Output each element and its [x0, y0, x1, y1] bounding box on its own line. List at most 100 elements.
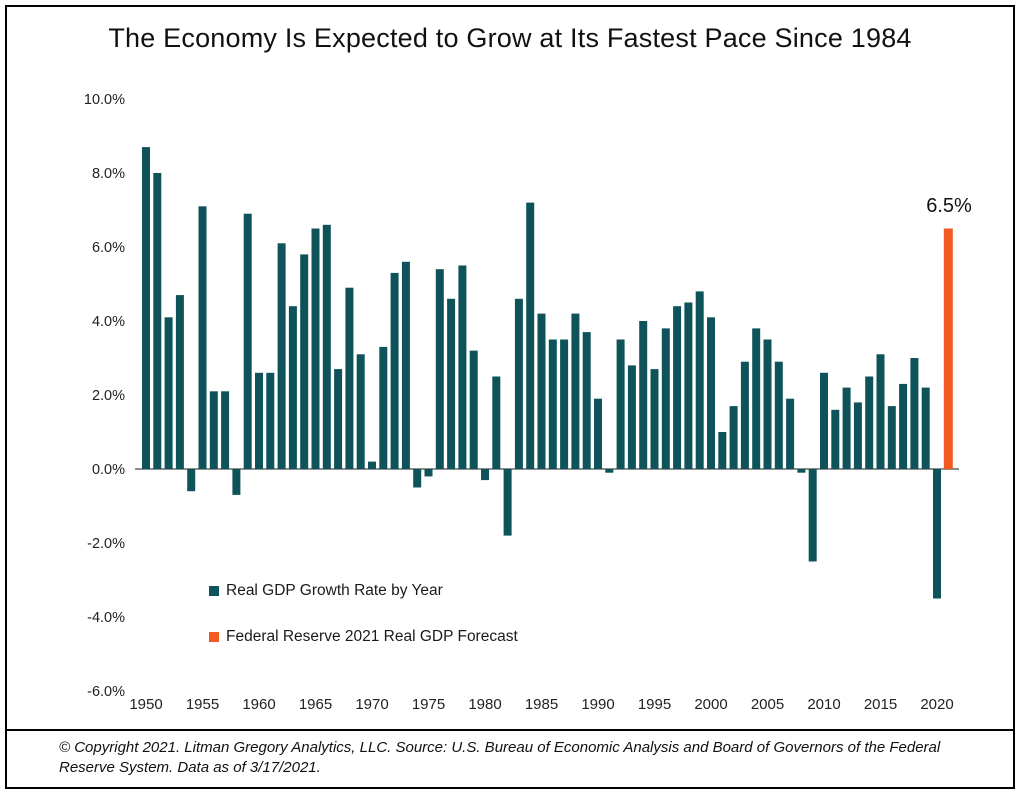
bar-1990 [594, 398, 602, 469]
bar-1999 [695, 291, 704, 469]
legend-swatch-gdp-growth [209, 586, 219, 596]
bar-2013 [853, 402, 862, 469]
bar-2021-forecast [943, 228, 953, 469]
bar-1969 [356, 354, 365, 469]
bar-2020 [933, 469, 941, 599]
bar-1973 [401, 261, 410, 469]
bar-2007 [786, 398, 795, 469]
x-tick-label: 2020 [920, 696, 953, 713]
x-tick-label: 1975 [412, 696, 445, 713]
bar-1958 [232, 469, 241, 495]
bar-1978 [458, 265, 467, 469]
bar-1972 [390, 272, 399, 469]
bar-1992 [616, 339, 625, 469]
bar-2017 [899, 383, 908, 469]
bar-2004 [752, 328, 761, 469]
bar-1954 [187, 469, 196, 492]
x-tick-label: 2010 [807, 696, 840, 713]
x-tick-label: 2015 [864, 696, 897, 713]
copyright-footer: © Copyright 2021. Litman Gregory Analyti… [59, 739, 941, 777]
bar-2008 [797, 469, 806, 473]
forecast-value-annotation: 6.5% [926, 195, 972, 217]
y-tick-label: 2.0% [92, 388, 125, 404]
bar-1963 [288, 306, 297, 469]
bar-2019 [921, 387, 930, 469]
bar-1952 [164, 317, 173, 469]
legend-item-gdp-growth: Real GDP Growth Rate by Year [209, 581, 518, 601]
bar-2014 [865, 376, 874, 469]
bar-1953 [175, 295, 184, 469]
bar-1968 [345, 287, 354, 469]
y-tick-label: 10.0% [84, 92, 125, 108]
gdp-bar-chart: 10.0% 8.0% 6.0% 4.0% 2.0% 0.0% -2.0% -4.0% -6.0%… [84, 92, 959, 713]
x-tick-label: 1960 [242, 696, 275, 713]
x-tick-label: 1950 [129, 696, 162, 713]
bar-1974 [413, 469, 422, 488]
y-tick-label: -4.0% [87, 610, 125, 626]
bar-1955 [198, 206, 207, 470]
footer-divider [7, 729, 1013, 731]
x-tick-label: 1980 [468, 696, 501, 713]
bar-1951 [153, 173, 162, 469]
bar-2006 [774, 361, 783, 469]
bar-1988 [571, 313, 580, 469]
bar-2002 [729, 406, 738, 469]
bar-1976 [435, 269, 444, 469]
bar-2003 [740, 361, 749, 469]
bar-1967 [334, 369, 343, 469]
bar-1957 [221, 391, 230, 469]
y-tick-label: 6.0% [92, 240, 125, 256]
bar-1996 [661, 328, 670, 469]
bar-1982 [503, 469, 512, 536]
bar-1986 [548, 339, 557, 469]
bar-1994 [639, 321, 648, 469]
bar-1984 [526, 202, 535, 469]
bar-2005 [763, 339, 772, 469]
y-tick-label: 4.0% [92, 314, 125, 330]
bar-1991 [605, 469, 614, 473]
bar-1977 [447, 298, 456, 469]
bar-1985 [537, 313, 546, 469]
x-tick-label: 2000 [694, 696, 727, 713]
bar-1970 [368, 461, 376, 469]
bar-1993 [627, 365, 636, 469]
bar-1960 [255, 372, 263, 469]
y-tick-label: -6.0% [87, 684, 125, 700]
bar-1981 [492, 376, 501, 469]
bar-1980 [481, 469, 489, 481]
bar-1964 [300, 254, 309, 469]
bar-1966 [322, 224, 331, 469]
bar-1979 [469, 350, 478, 469]
bar-1995 [650, 369, 659, 469]
bar-2009 [808, 469, 817, 562]
bar-2010 [820, 372, 828, 469]
bar-2001 [718, 432, 727, 469]
x-tick-label: 1955 [186, 696, 219, 713]
chart-legend: Real GDP Growth Rate by Year Federal Res… [209, 581, 518, 673]
bar-1998 [684, 302, 693, 469]
chart-title: The Economy Is Expected to Grow at Its F… [108, 23, 912, 53]
x-tick-label: 1990 [581, 696, 614, 713]
bar-1965 [311, 228, 320, 469]
x-tick-label: 2005 [751, 696, 784, 713]
bar-2011 [831, 409, 840, 469]
bar-1956 [209, 391, 218, 469]
bar-2000 [707, 317, 715, 469]
legend-item-fed-forecast: Federal Reserve 2021 Real GDP Forecast [209, 627, 518, 647]
bar-2018 [910, 358, 919, 469]
bar-2012 [842, 387, 851, 469]
bar-1989 [582, 332, 591, 469]
bar-1997 [673, 306, 682, 469]
x-tick-label: 1965 [299, 696, 332, 713]
bar-1959 [243, 213, 252, 469]
bar-2016 [887, 406, 896, 469]
chart-container: The Economy Is Expected to Grow at Its F… [5, 5, 1015, 789]
x-tick-label: 1985 [525, 696, 558, 713]
bar-1987 [560, 339, 569, 469]
bar-1983 [514, 298, 523, 469]
y-tick-label: 8.0% [92, 166, 125, 182]
x-tick-label: 1970 [355, 696, 388, 713]
bar-1962 [277, 243, 286, 469]
bar-1950 [142, 147, 150, 469]
bar-1961 [266, 372, 275, 469]
